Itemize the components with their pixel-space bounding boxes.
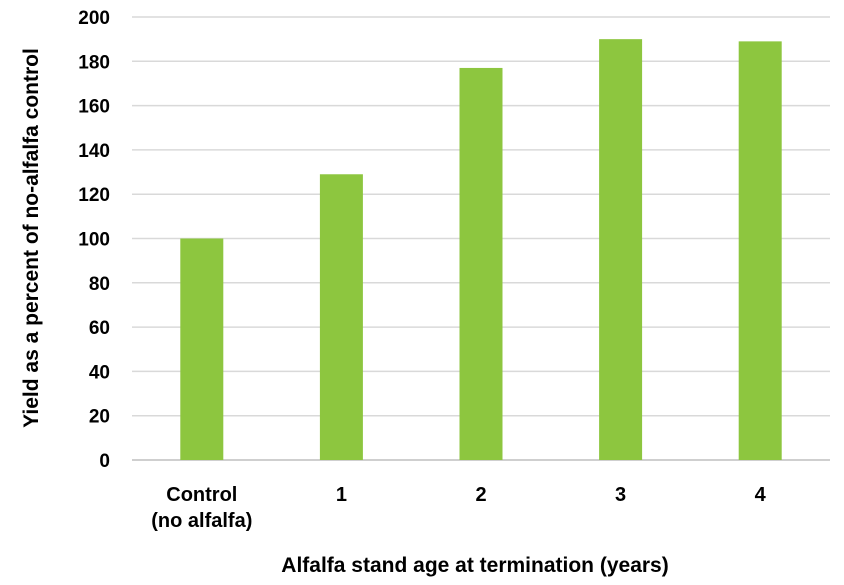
x-category-label: 3 bbox=[615, 484, 626, 506]
bar bbox=[319, 174, 363, 460]
y-tick-label: 0 bbox=[99, 451, 110, 472]
y-tick-label: 100 bbox=[78, 230, 110, 251]
bar bbox=[599, 39, 643, 461]
y-tick-label: 20 bbox=[89, 407, 110, 428]
y-tick-label: 60 bbox=[89, 318, 110, 339]
x-category-label: 4 bbox=[755, 484, 767, 506]
bar bbox=[180, 238, 224, 460]
x-category-label: (no alfalfa) bbox=[151, 510, 252, 532]
bars bbox=[180, 39, 782, 461]
y-axis-ticks: 0 20 40 60 80 100 120 140 160 180 200 bbox=[78, 8, 110, 472]
x-axis-title: Alfalfa stand age at termination (years) bbox=[281, 554, 668, 577]
bar bbox=[738, 41, 782, 461]
x-category-label: Control bbox=[166, 484, 237, 506]
y-tick-label: 160 bbox=[78, 97, 110, 118]
y-tick-label: 40 bbox=[89, 362, 110, 383]
x-category-label: 1 bbox=[336, 484, 347, 506]
x-axis-categories: Control (no alfalfa) 1 2 3 4 bbox=[151, 484, 766, 532]
y-axis-title: Yield as a percent of no-alfalfa control bbox=[20, 48, 43, 428]
x-category-label: 2 bbox=[475, 484, 486, 506]
y-tick-label: 140 bbox=[78, 141, 110, 162]
y-tick-label: 80 bbox=[89, 274, 110, 295]
y-tick-label: 200 bbox=[78, 8, 110, 29]
bar bbox=[459, 67, 503, 460]
y-tick-label: 180 bbox=[78, 52, 110, 73]
y-tick-label: 120 bbox=[78, 185, 110, 206]
